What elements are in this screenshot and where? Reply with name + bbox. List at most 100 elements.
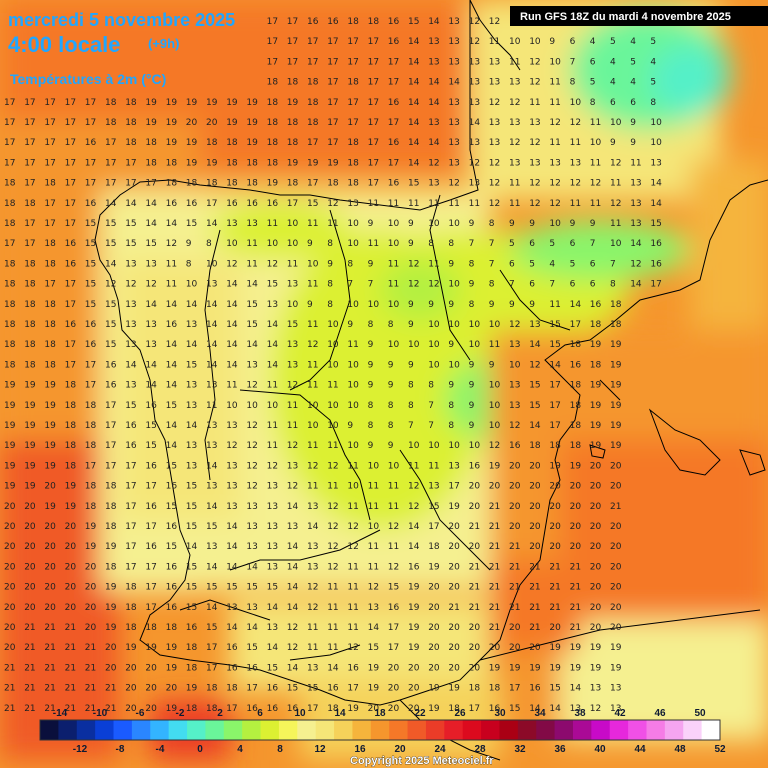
grid-value: 21 xyxy=(24,623,35,633)
grid-value: 15 xyxy=(388,583,399,593)
grid-value: 13 xyxy=(287,360,298,370)
grid-value: 18 xyxy=(4,300,16,310)
grid-value: 5 xyxy=(590,78,596,88)
grid-value: 13 xyxy=(529,118,540,128)
grid-value: 10 xyxy=(448,320,460,330)
grid-value: 18 xyxy=(4,259,16,269)
grid-value: 10 xyxy=(549,57,561,67)
grid-value: 18 xyxy=(570,441,582,451)
grid-value: 20 xyxy=(590,482,602,492)
grid-value: 12 xyxy=(388,562,399,572)
grid-value: 13 xyxy=(630,219,641,229)
grid-value: 20 xyxy=(4,583,16,593)
legend-swatch xyxy=(499,720,519,740)
grid-value: 17 xyxy=(206,643,217,653)
grid-value: 17 xyxy=(347,37,358,47)
grid-value: 20 xyxy=(44,603,56,613)
legend-label-top: -14 xyxy=(53,708,68,719)
legend-label-bottom: 12 xyxy=(314,744,326,755)
legend-label-bottom: 36 xyxy=(554,744,566,755)
variable-title: Températures à 2m (°C) xyxy=(10,71,166,87)
grid-value: 7 xyxy=(509,280,515,290)
grid-value: 11 xyxy=(307,360,318,370)
grid-value: 14 xyxy=(206,603,218,613)
grid-value: 16 xyxy=(388,37,400,47)
grid-value: 19 xyxy=(246,138,258,148)
grid-value: 15 xyxy=(509,704,520,714)
grid-value: 19 xyxy=(610,663,622,673)
grid-value: 20 xyxy=(85,562,97,572)
forecast-offset: (+9h) xyxy=(148,36,179,51)
grid-value: 16 xyxy=(166,562,178,572)
grid-value: 17 xyxy=(145,562,156,572)
grid-value: 12 xyxy=(327,199,338,209)
grid-value: 20 xyxy=(85,623,97,633)
grid-value: 18 xyxy=(448,704,460,714)
copyright: Copyright 2025 Meteociel.fr xyxy=(350,755,494,767)
grid-value: 19 xyxy=(166,98,178,108)
grid-value: 20 xyxy=(590,502,602,512)
grid-value: 15 xyxy=(226,583,237,593)
grid-value: 16 xyxy=(388,603,400,613)
grid-value: 21 xyxy=(509,562,520,572)
grid-value: 19 xyxy=(24,461,36,471)
grid-value: 15 xyxy=(186,482,197,492)
grid-value: 13 xyxy=(226,603,237,613)
grid-value: 20 xyxy=(469,502,481,512)
grid-value: 9 xyxy=(469,401,475,411)
grid-value: 11 xyxy=(327,441,338,451)
grid-value: 20 xyxy=(44,482,56,492)
grid-value: 18 xyxy=(267,118,279,128)
grid-value: 19 xyxy=(85,522,97,532)
grid-value: 15 xyxy=(85,219,96,229)
grid-value: 19 xyxy=(166,704,178,714)
grid-value: 19 xyxy=(44,401,56,411)
grid-value: 13 xyxy=(226,502,237,512)
grid-value: 13 xyxy=(267,300,278,310)
grid-value: 9 xyxy=(469,381,475,391)
grid-value: 9 xyxy=(529,300,535,310)
grid-value: 13 xyxy=(448,461,459,471)
legend-label-top: 30 xyxy=(494,708,506,719)
grid-value: 21 xyxy=(44,684,55,694)
grid-value: 10 xyxy=(226,401,238,411)
grid-value: 13 xyxy=(206,482,217,492)
legend-label-top: 46 xyxy=(654,708,666,719)
grid-value: 19 xyxy=(226,118,238,128)
grid-value: 17 xyxy=(105,138,116,148)
grid-value: 20 xyxy=(529,542,541,552)
grid-value: 10 xyxy=(489,320,501,330)
grid-value: 15 xyxy=(368,643,379,653)
grid-value: 11 xyxy=(610,219,621,229)
grid-value: 11 xyxy=(590,118,601,128)
grid-value: 13 xyxy=(206,421,217,431)
grid-value: 17 xyxy=(4,138,15,148)
grid-value: 17 xyxy=(448,482,459,492)
color-legend: -14 -10 -6 -2 2 6 10 14 18 22 26 30 34 38 42 46 50-12 -8-… xyxy=(39,708,726,755)
grid-value: 8 xyxy=(368,421,374,431)
grid-value: 13 xyxy=(448,158,459,168)
grid-value: 10 xyxy=(267,239,279,249)
legend-label-top: 10 xyxy=(294,708,306,719)
grid-value: 11 xyxy=(347,603,358,613)
grid-value: 9 xyxy=(570,219,576,229)
grid-value: 12 xyxy=(549,199,560,209)
grid-value: 10 xyxy=(347,360,359,370)
grid-value: 12 xyxy=(509,138,520,148)
grid-value: 15 xyxy=(186,603,197,613)
legend-label-bottom: 32 xyxy=(514,744,526,755)
grid-value: 12 xyxy=(327,502,338,512)
grid-value: 14 xyxy=(287,603,299,613)
run-info-box xyxy=(510,6,768,26)
grid-value: 12 xyxy=(347,542,358,552)
grid-value: 17 xyxy=(24,239,35,249)
coastlines xyxy=(94,0,768,761)
grid-value: 19 xyxy=(246,118,258,128)
grid-value: 10 xyxy=(388,300,400,310)
grid-value: 17 xyxy=(85,461,96,471)
grid-value: 13 xyxy=(469,57,480,67)
grid-value: 13 xyxy=(489,138,500,148)
grid-value: 8 xyxy=(327,300,333,310)
legend-swatch xyxy=(444,720,464,740)
